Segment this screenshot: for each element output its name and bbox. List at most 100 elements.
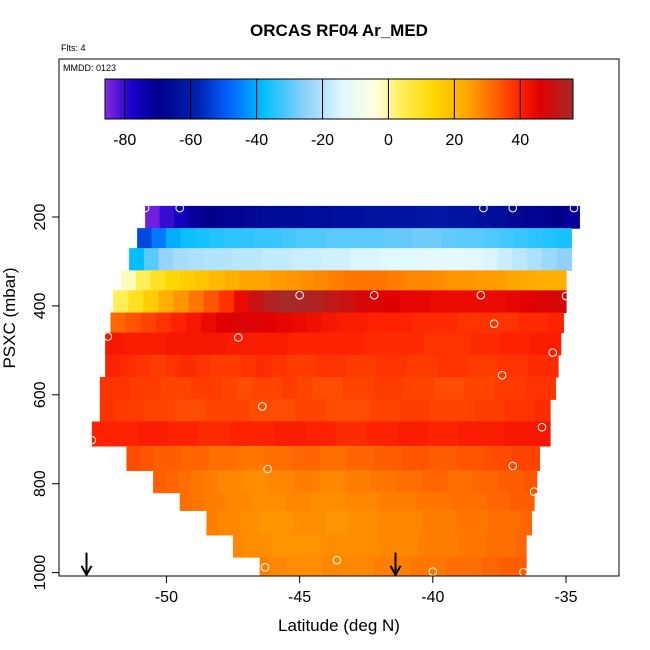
heatmap-cell — [490, 557, 501, 576]
heatmap-cell — [490, 290, 507, 314]
observation-point — [479, 203, 488, 213]
heatmap-cell — [145, 205, 161, 229]
heatmap-cell — [358, 510, 370, 536]
heatmap-cell — [122, 421, 139, 447]
heatmap-cell — [357, 557, 367, 576]
heatmap-cell — [379, 534, 390, 558]
heatmap-cell — [414, 399, 431, 423]
heatmap-cell — [223, 228, 240, 249]
heatmap-cell — [447, 534, 459, 558]
heatmap-cell — [498, 492, 512, 511]
heatmap-cell — [256, 354, 272, 378]
heatmap-cell — [238, 492, 252, 511]
heatmap-cell — [313, 270, 330, 291]
heatmap-cell — [234, 399, 251, 423]
colorbar-tick-label: 40 — [511, 132, 529, 149]
heatmap-cell — [430, 290, 446, 314]
heatmap-cell — [457, 312, 474, 334]
heatmap-cell — [354, 228, 370, 249]
arrows — [80, 552, 402, 577]
heatmap-cell — [527, 228, 543, 249]
colorbar: -80 -60 -40 -20 0 20 40 — [104, 78, 574, 149]
heatmap-cell — [360, 534, 371, 558]
heatmap-cell — [506, 270, 523, 291]
heatmap-cell — [443, 421, 459, 447]
observation-point — [529, 487, 539, 497]
heatmap-cell — [424, 332, 440, 356]
heatmap-cell — [204, 399, 221, 423]
heatmap-cell — [472, 557, 483, 576]
heatmap-cell — [427, 312, 444, 334]
heatmap-cell — [404, 492, 417, 511]
heatmap-cell — [540, 377, 556, 400]
heatmap-cell — [542, 354, 559, 378]
heatmap-cell — [401, 445, 417, 471]
heatmap-cell — [550, 290, 567, 314]
colorbar-fill — [105, 79, 573, 119]
heatmap-cell — [252, 534, 263, 558]
heatmap-cell — [195, 445, 210, 471]
heatmap-cell — [498, 510, 511, 536]
heatmap-cell — [198, 421, 215, 447]
plot-frame — [58, 58, 620, 577]
heatmap-cell — [527, 248, 543, 271]
heatmap-cell — [287, 332, 304, 356]
heatmap-cell — [267, 228, 283, 249]
heatmap-cell — [383, 228, 399, 249]
heatmap-cell — [195, 228, 211, 249]
heatmap-cell — [286, 557, 296, 576]
colorbar-tick-label: -80 — [113, 132, 136, 149]
heatmap-cell — [158, 290, 175, 314]
x-tick-label: -35 — [554, 589, 577, 606]
heatmap-cell — [173, 248, 189, 271]
heatmap-cell — [319, 470, 333, 494]
heatmap-cell — [289, 205, 305, 229]
heatmap-cell — [333, 205, 349, 229]
heatmap-cell — [502, 312, 519, 334]
heatmap-cell — [312, 557, 323, 576]
heatmap-cell — [535, 290, 552, 314]
heatmap-cell — [418, 377, 435, 400]
heatmap-cell — [238, 510, 251, 536]
heatmap-cell — [196, 332, 213, 356]
heatmap-cell — [368, 492, 382, 511]
y-axis: 200 400 600 800 1000 — [32, 204, 59, 590]
heatmap-cell — [374, 445, 389, 471]
heatmap-cell — [297, 492, 311, 511]
heatmap-cell — [455, 557, 465, 576]
heatmap-cell — [221, 377, 238, 400]
heatmap-cell — [225, 354, 242, 378]
heatmap-cell — [291, 445, 306, 471]
heatmap-cell — [536, 270, 552, 291]
heatmap-cell — [152, 421, 169, 447]
heatmap-cell — [551, 270, 567, 291]
heatmap-cell — [379, 510, 392, 536]
heatmap-cell — [158, 248, 174, 271]
heatmap-cell — [165, 270, 182, 291]
heatmap-cell — [120, 332, 137, 356]
heatmap-cell — [277, 557, 287, 576]
heatmap-cell — [135, 354, 152, 378]
heatmap-cell — [314, 510, 327, 536]
heatmap-cell — [484, 445, 499, 471]
heatmap-cell — [491, 270, 508, 291]
heatmap-cell — [428, 557, 438, 576]
heatmap-cell — [387, 445, 403, 471]
heatmap-cell — [296, 228, 312, 249]
y-tick-label: 200 — [32, 204, 49, 231]
heatmap-cell — [433, 377, 450, 400]
heatmap-cell — [397, 228, 413, 249]
colorbar-tick-label: -60 — [179, 132, 202, 149]
heatmap-cell — [217, 205, 233, 229]
heatmap-cell — [455, 228, 471, 249]
heatmap-cell — [442, 312, 459, 334]
heatmap-cell — [239, 270, 256, 291]
observation-point — [508, 203, 518, 213]
heatmap-cell — [522, 492, 535, 511]
heatmap-cell — [217, 470, 231, 494]
heatmap-cell — [321, 492, 334, 511]
heatmap-cell — [260, 510, 272, 536]
heatmap-cell — [484, 332, 501, 356]
heatmap-cell — [520, 290, 537, 314]
heatmap-cell — [383, 470, 397, 494]
